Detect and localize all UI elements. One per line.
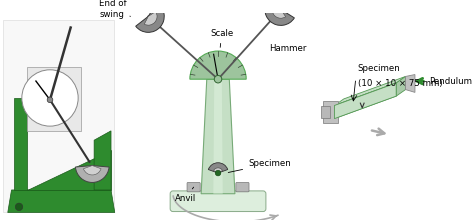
Polygon shape bbox=[396, 76, 406, 96]
Wedge shape bbox=[136, 3, 164, 32]
FancyBboxPatch shape bbox=[187, 182, 200, 192]
FancyBboxPatch shape bbox=[27, 67, 81, 131]
Text: Scale: Scale bbox=[210, 29, 233, 47]
Polygon shape bbox=[213, 79, 223, 194]
Text: Hammer: Hammer bbox=[270, 44, 307, 53]
Polygon shape bbox=[335, 83, 396, 119]
Circle shape bbox=[47, 97, 53, 103]
Text: Starting position: Starting position bbox=[0, 219, 1, 220]
Polygon shape bbox=[8, 190, 115, 213]
Text: (10 × 10 × 75 mm): (10 × 10 × 75 mm) bbox=[358, 79, 442, 88]
Wedge shape bbox=[214, 168, 222, 173]
Polygon shape bbox=[201, 79, 235, 194]
FancyBboxPatch shape bbox=[170, 191, 266, 212]
Polygon shape bbox=[335, 83, 396, 119]
Circle shape bbox=[15, 203, 23, 211]
Polygon shape bbox=[321, 106, 330, 118]
Wedge shape bbox=[190, 51, 246, 79]
Polygon shape bbox=[335, 76, 406, 105]
Text: Anvil: Anvil bbox=[175, 187, 196, 203]
Polygon shape bbox=[27, 150, 111, 190]
Text: Specimen: Specimen bbox=[358, 64, 401, 73]
Polygon shape bbox=[14, 98, 27, 190]
Wedge shape bbox=[144, 12, 157, 25]
Text: End of
swing: End of swing bbox=[100, 0, 130, 18]
Text: Pendulum: Pendulum bbox=[429, 77, 472, 86]
Circle shape bbox=[214, 75, 222, 83]
Wedge shape bbox=[265, 0, 294, 25]
FancyBboxPatch shape bbox=[3, 20, 114, 213]
Polygon shape bbox=[94, 131, 111, 190]
Polygon shape bbox=[323, 101, 338, 123]
Wedge shape bbox=[75, 166, 109, 182]
Wedge shape bbox=[209, 163, 228, 173]
Text: Specimen: Specimen bbox=[228, 159, 291, 172]
Polygon shape bbox=[406, 75, 415, 92]
Wedge shape bbox=[272, 6, 286, 18]
FancyBboxPatch shape bbox=[236, 182, 249, 192]
Circle shape bbox=[22, 70, 78, 126]
Circle shape bbox=[215, 170, 221, 176]
Wedge shape bbox=[83, 166, 101, 175]
